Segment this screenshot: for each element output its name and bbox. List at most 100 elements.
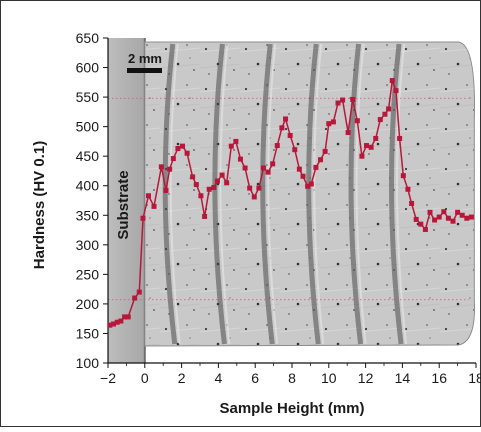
hardness-point [397, 136, 402, 141]
x-axis-label: Sample Height (mm) [219, 400, 364, 417]
hardness-point [180, 144, 185, 149]
y-tick-label: 400 [76, 178, 100, 194]
hardness-point [432, 218, 437, 223]
x-tick-label: 10 [321, 370, 337, 386]
hardness-point [163, 188, 168, 193]
hardness-point [202, 214, 207, 219]
y-tick-label: 250 [76, 266, 100, 282]
x-tick-label: 4 [215, 370, 223, 386]
hardness-point [346, 130, 351, 135]
hardness-point [382, 112, 387, 117]
hardness-point [359, 154, 364, 159]
hardness-point [238, 157, 243, 162]
x-tick-label: 8 [288, 370, 296, 386]
hardness-point [331, 119, 336, 124]
hardness-point [309, 181, 314, 186]
hardness-point [207, 187, 212, 192]
hardness-point [437, 215, 442, 220]
hardness-point [270, 161, 275, 166]
hardness-point [279, 125, 284, 130]
hardness-point [350, 97, 355, 102]
hardness-point [224, 180, 229, 185]
y-tick-label: 550 [76, 89, 100, 105]
y-tick-label: 600 [76, 60, 100, 76]
hardness-point [198, 193, 203, 198]
y-tick-label: 350 [76, 207, 100, 223]
hardness-point [126, 314, 131, 319]
hardness-point [455, 210, 460, 215]
x-tick-label: 12 [358, 370, 374, 386]
hardness-point [297, 167, 302, 172]
hardness-point [159, 164, 164, 169]
hardness-point [414, 217, 419, 222]
hardness-point [185, 151, 190, 156]
x-tick-label: 6 [251, 370, 259, 386]
hardness-point [301, 174, 306, 179]
hardness-point [288, 133, 293, 138]
hardness-point [146, 193, 151, 198]
hardness-point [378, 117, 383, 122]
hardness-point [243, 166, 248, 171]
hardness-point [167, 167, 172, 172]
y-tick-label: 650 [76, 30, 100, 46]
hardness-point [369, 145, 374, 150]
hardness-point [247, 186, 252, 191]
hardness-point [190, 174, 195, 179]
hardness-point [220, 173, 225, 178]
y-tick-label: 300 [76, 237, 100, 253]
hardness-point [464, 216, 469, 221]
hardness-point [261, 166, 266, 171]
y-tick-label: 500 [76, 119, 100, 135]
hardness-point [390, 78, 395, 83]
hardness-point [446, 216, 451, 221]
hardness-point [326, 121, 331, 126]
x-tick-label: −2 [100, 370, 116, 386]
hardness-point [405, 187, 410, 192]
hardness-point [373, 136, 378, 141]
hardness-point [418, 222, 423, 227]
hardness-point [171, 156, 176, 161]
hardness-point [469, 215, 474, 220]
hardness-point [256, 186, 261, 191]
hardness-point [140, 216, 145, 221]
hardness-point [460, 213, 465, 218]
hardness-point [252, 194, 257, 199]
x-tick-label: 2 [178, 370, 186, 386]
hardness-point [152, 204, 157, 209]
hardness-point [194, 182, 199, 187]
hardness-point [428, 210, 433, 215]
y-tick-label: 100 [76, 355, 100, 371]
x-tick-label: 18 [468, 370, 481, 386]
hardness-point [355, 118, 360, 123]
hardness-point [323, 149, 328, 154]
x-tick-label: 14 [395, 370, 411, 386]
y-axis-label: Hardness (HV 0.1) [31, 141, 48, 269]
hardness-point [211, 185, 216, 190]
hardness-point [215, 179, 220, 184]
hardness-point [229, 144, 234, 149]
hardness-point [386, 106, 391, 111]
substrate-label: Substrate [115, 170, 132, 239]
hardness-point [275, 143, 280, 148]
hardness-point [423, 227, 428, 232]
y-tick-label: 450 [76, 148, 100, 164]
x-tick-label: 16 [431, 370, 447, 386]
hardness-point [441, 209, 446, 214]
scale-bar-label: 2 mm [128, 51, 162, 66]
hardness-point [393, 88, 398, 93]
hardness-point [137, 290, 142, 295]
hardness-point [340, 98, 345, 103]
hardness-point [409, 201, 414, 206]
hardness-point [313, 165, 318, 170]
hardness-point [318, 157, 323, 162]
hardness-point [292, 147, 297, 152]
hardness-point [175, 146, 180, 151]
hardness-point [132, 296, 137, 301]
y-tick-label: 150 [76, 325, 100, 341]
hardness-point [336, 101, 341, 106]
y-tick-label: 200 [76, 296, 100, 312]
hardness-point [283, 116, 288, 121]
hardness-point [266, 170, 271, 175]
